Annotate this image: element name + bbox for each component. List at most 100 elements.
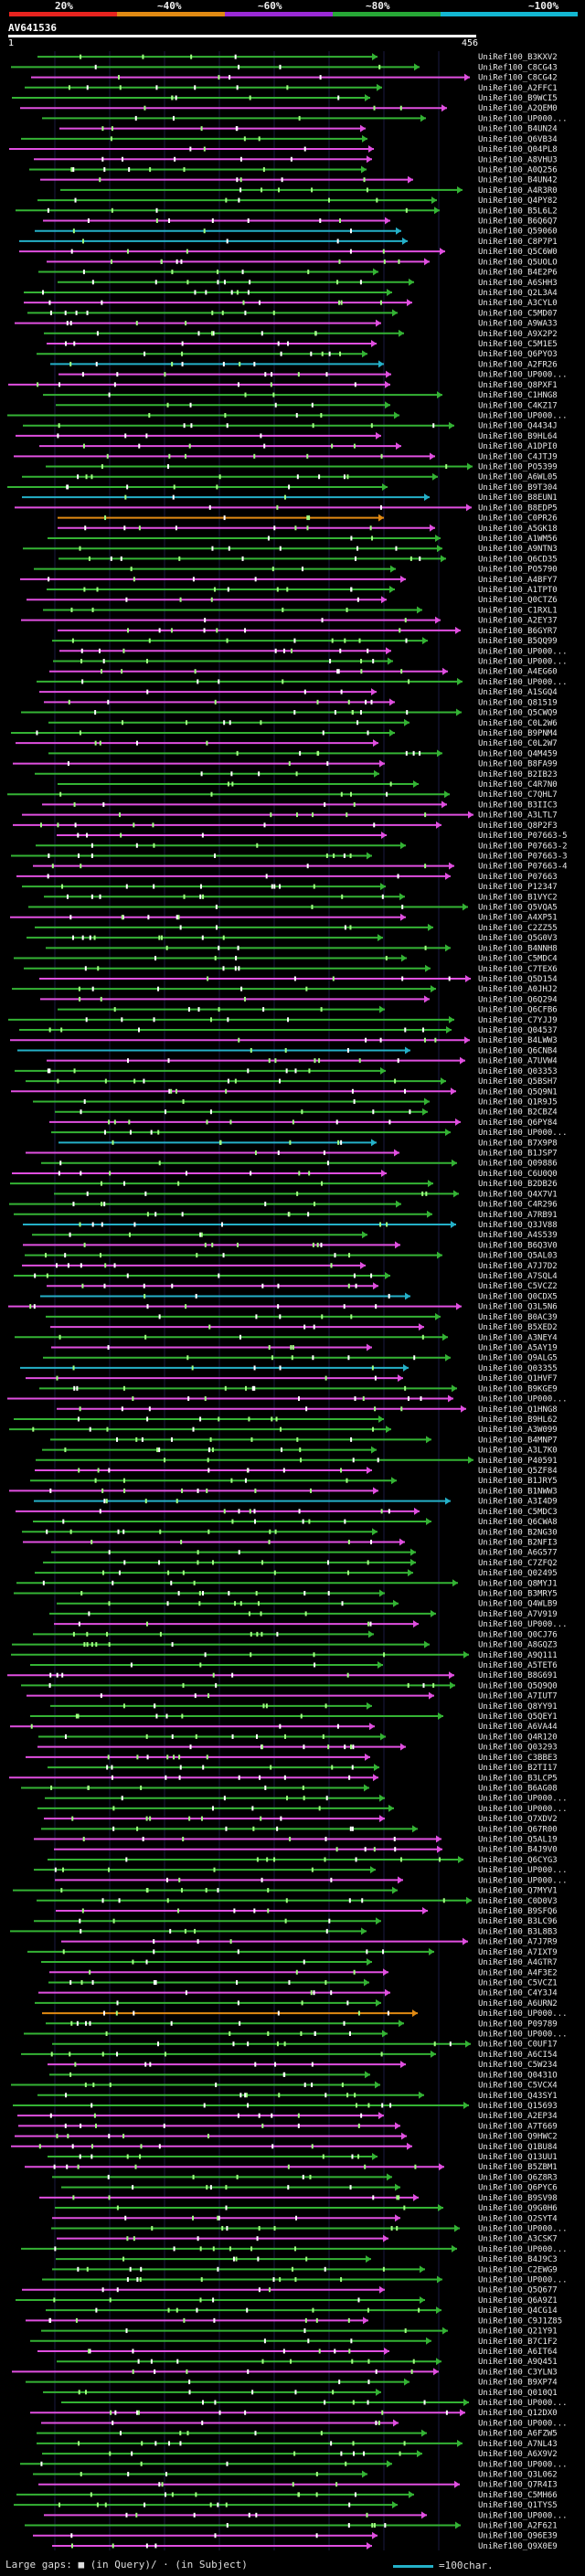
hit-label[interactable]: UniRef100_B8G691 [478, 1671, 558, 1680]
hit-label[interactable]: UniRef100_C4R296 [478, 1201, 558, 1210]
hit-label[interactable]: UniRef100_Q7XDV2 [478, 1815, 558, 1824]
hit-label[interactable]: UniRef100_B3LC96 [478, 1917, 558, 1926]
hit-label[interactable]: UniRef100_Q6CWA8 [478, 1518, 558, 1527]
hit-label[interactable]: UniRef100_Q13UU1 [478, 2153, 558, 2162]
hit-label[interactable]: UniRef100_P07663-4 [478, 863, 568, 872]
hit-label[interactable]: UniRef100_C5VCX4 [478, 2082, 558, 2091]
hit-label[interactable]: UniRef100_C2ZZ55 [478, 924, 558, 933]
hit-label[interactable]: UniRef100_B8FA99 [478, 760, 558, 769]
hit-label[interactable]: UniRef100_Q5G0V3 [478, 934, 558, 943]
hit-label[interactable]: UniRef100_B3KXV2 [478, 53, 558, 62]
hit-label[interactable]: UniRef100_B5L6L2 [478, 207, 558, 216]
hit-label[interactable]: UniRef100_A7IUT7 [478, 1692, 558, 1701]
hit-label[interactable]: UniRef100_Q1BU84 [478, 2143, 558, 2152]
hit-label[interactable]: UniRef100_UP000... [478, 2009, 568, 2019]
hit-label[interactable]: UniRef100_C0D0V3 [478, 1897, 558, 1906]
hit-label[interactable]: UniRef100_Q43SY1 [478, 2092, 558, 2101]
hit-label[interactable]: UniRef100_A4BFY7 [478, 576, 558, 585]
hit-label[interactable]: UniRef100_A4XP51 [478, 914, 558, 923]
hit-label[interactable]: UniRef100_B3LCP5 [478, 1774, 558, 1783]
hit-label[interactable]: UniRef100_C8CG42 [478, 74, 558, 83]
hit-label[interactable]: UniRef100_P40591 [478, 1457, 558, 1466]
hit-label[interactable]: UniRef100_Q6CFB6 [478, 1006, 558, 1015]
hit-label[interactable]: UniRef100_UP000... [478, 647, 568, 656]
hit-label[interactable]: UniRef100_Q81519 [478, 698, 558, 707]
hit-label[interactable]: UniRef100_Q8MYJ1 [478, 1579, 558, 1588]
hit-label[interactable]: UniRef100_UP000... [478, 1129, 568, 1138]
hit-label[interactable]: UniRef100_A7J7R9 [478, 1938, 558, 1947]
hit-label[interactable]: UniRef100_A1WM56 [478, 535, 558, 544]
hit-label[interactable]: UniRef100_C0L2W7 [478, 739, 558, 748]
hit-label[interactable]: UniRef100_A2FR26 [478, 360, 558, 369]
hit-label[interactable]: UniRef100_UP000... [478, 411, 568, 420]
hit-label[interactable]: UniRef100_UP000... [478, 2460, 568, 2469]
hit-label[interactable]: UniRef100_B9HL62 [478, 1415, 558, 1425]
hit-label[interactable]: UniRef100_Q0CJ76 [478, 1630, 558, 1639]
hit-label[interactable]: UniRef100_A3L7K0 [478, 1447, 558, 1456]
hit-label[interactable]: UniRef100_B3MRY5 [478, 1590, 558, 1599]
hit-label[interactable]: UniRef100_Q5AL19 [478, 1836, 558, 1845]
hit-label[interactable]: UniRef100_A5AY19 [478, 1344, 558, 1353]
hit-label[interactable]: UniRef100_C7QHL7 [478, 790, 558, 800]
hit-label[interactable]: UniRef100_A7J7D2 [478, 1262, 558, 1271]
hit-label[interactable]: UniRef100_UP000... [478, 2245, 568, 2254]
hit-label[interactable]: UniRef100_Q010Q1 [478, 2389, 558, 2398]
hit-label[interactable]: UniRef100_PO5399 [478, 463, 558, 472]
hit-label[interactable]: UniRef100_P07663 [478, 873, 558, 882]
hit-label[interactable]: UniRef100_B2DB26 [478, 1180, 558, 1189]
hit-label[interactable]: UniRef100_C1RXL1 [478, 606, 558, 615]
hit-label[interactable]: UniRef100_Q4PY82 [478, 196, 558, 206]
hit-label[interactable]: UniRef100_B0AC39 [478, 1313, 558, 1322]
hit-label[interactable]: UniRef100_A7IXT9 [478, 1948, 558, 1957]
hit-label[interactable]: UniRef100_Q1R9J5 [478, 1097, 558, 1107]
hit-label[interactable]: UniRef100_B3IIC3 [478, 800, 558, 810]
hit-label[interactable]: UniRef100_C4JTJ9 [478, 452, 558, 461]
hit-label[interactable]: UniRef100_Q3L5N6 [478, 1303, 558, 1312]
hit-label[interactable]: UniRef100_Q15693 [478, 2102, 558, 2111]
hit-label[interactable]: UniRef100_UP000... [478, 1805, 568, 1814]
hit-label[interactable]: UniRef100_B7X9P8 [478, 1139, 558, 1148]
hit-label[interactable]: UniRef100_Q6Z8R3 [478, 2173, 558, 2182]
hit-label[interactable]: UniRef100_A7NL43 [478, 2440, 558, 2449]
hit-label[interactable]: UniRef100_B9KGE9 [478, 1384, 558, 1394]
hit-label[interactable]: UniRef100_B1NWW3 [478, 1487, 558, 1496]
hit-label[interactable]: UniRef100_C3YLN3 [478, 2368, 558, 2377]
hit-label[interactable]: UniRef100_Q4434J [478, 422, 558, 431]
hit-label[interactable]: UniRef100_A4EG60 [478, 668, 558, 677]
hit-label[interactable]: UniRef100_UP000... [478, 2224, 568, 2233]
hit-label[interactable]: UniRef100_Q04PL8 [478, 145, 558, 154]
hit-label[interactable]: UniRef100_B4NNH8 [478, 944, 558, 953]
hit-label[interactable]: UniRef100_Q8PXF1 [478, 381, 558, 390]
hit-label[interactable]: UniRef100_Q4X7V1 [478, 1190, 558, 1199]
hit-label[interactable]: UniRef100_Q5CWQ9 [478, 709, 558, 718]
hit-label[interactable]: UniRef100_Q03353 [478, 1067, 558, 1076]
hit-label[interactable]: UniRef100_A6CI54 [478, 2051, 558, 2060]
hit-label[interactable]: UniRef100_A6WL05 [478, 473, 558, 482]
hit-label[interactable]: UniRef100_C8P7P1 [478, 238, 558, 247]
hit-label[interactable]: UniRef100_A6IT64 [478, 2348, 558, 2357]
hit-label[interactable]: UniRef100_C7YJJ9 [478, 1016, 558, 1025]
hit-label[interactable]: UniRef100_B2NFI3 [478, 1538, 558, 1547]
hit-label[interactable]: UniRef100_Q5D154 [478, 975, 558, 984]
hit-label[interactable]: UniRef100_Q03293 [478, 1744, 558, 1753]
hit-label[interactable]: UniRef100_A2FFC1 [478, 84, 558, 93]
hit-label[interactable]: UniRef100_A3NEY4 [478, 1333, 558, 1342]
hit-label[interactable]: UniRef100_B5XED2 [478, 1323, 558, 1332]
hit-label[interactable]: UniRef100_B9SV98 [478, 2194, 558, 2203]
hit-label[interactable]: UniRef100_P07663-5 [478, 832, 568, 841]
hit-label[interactable]: UniRef100_C4Y3J4 [478, 1989, 558, 1998]
hit-label[interactable]: UniRef100_A3I4D9 [478, 1498, 558, 1507]
hit-label[interactable]: UniRef100_B5QQ99 [478, 637, 558, 646]
hit-label[interactable]: UniRef100_A0JHJ2 [478, 985, 558, 994]
hit-label[interactable]: UniRef100_Q9HWC2 [478, 2133, 558, 2142]
hit-label[interactable]: UniRef100_Q6PYC6 [478, 2184, 558, 2193]
hit-label[interactable]: UniRef100_A0Q256 [478, 165, 558, 175]
hit-label[interactable]: UniRef100_Q0CDX5 [478, 1292, 558, 1301]
hit-label[interactable]: UniRef100_A8VHU3 [478, 155, 558, 164]
hit-label[interactable]: UniRef100_C9J1Z85 [478, 2316, 562, 2326]
hit-label[interactable]: UniRef100_B9SFQ6 [478, 1907, 558, 1916]
hit-label[interactable]: UniRef100_A3CSK7 [478, 2235, 558, 2244]
hit-label[interactable]: UniRef100_UP000... [478, 2030, 568, 2040]
hit-label[interactable]: UniRef100_C5MDC4 [478, 955, 558, 964]
hit-label[interactable]: UniRef100_B5ZBM1 [478, 2163, 558, 2172]
